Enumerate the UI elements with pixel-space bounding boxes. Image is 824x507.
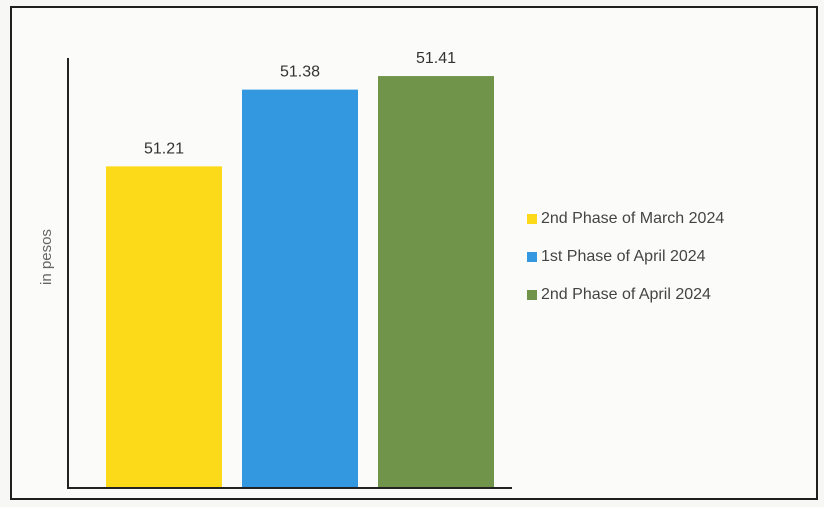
data-label-2nd-phase-of-april-2024: 51.41 [416,50,456,67]
bar-2nd-phase-of-march-2024 [106,166,222,487]
bar-1st-phase-of-april-2024 [242,89,358,487]
legend-swatch [527,251,537,262]
legend-item-april-2nd: 2nd Phase of April 2024 [527,285,724,304]
legend-item-april-1st: 1st Phase of April 2024 [527,247,724,266]
bar-2nd-phase-of-april-2024 [378,76,494,487]
data-label-1st-phase-of-april-2024: 51.38 [280,64,320,81]
legend-item-march-2nd: 2nd Phase of March 2024 [527,209,724,228]
legend-label: 2nd Phase of April 2024 [541,285,711,303]
legend-swatch [527,213,537,224]
legend-label: 2nd Phase of March 2024 [541,209,725,227]
legend-label: 1st Phase of April 2024 [541,247,706,265]
y-axis-label: in pesos [38,229,55,285]
legend: 2nd Phase of March 2024 1st Phase of Apr… [527,209,724,323]
data-label-2nd-phase-of-march-2024: 51.21 [144,140,184,157]
legend-swatch [527,289,537,300]
